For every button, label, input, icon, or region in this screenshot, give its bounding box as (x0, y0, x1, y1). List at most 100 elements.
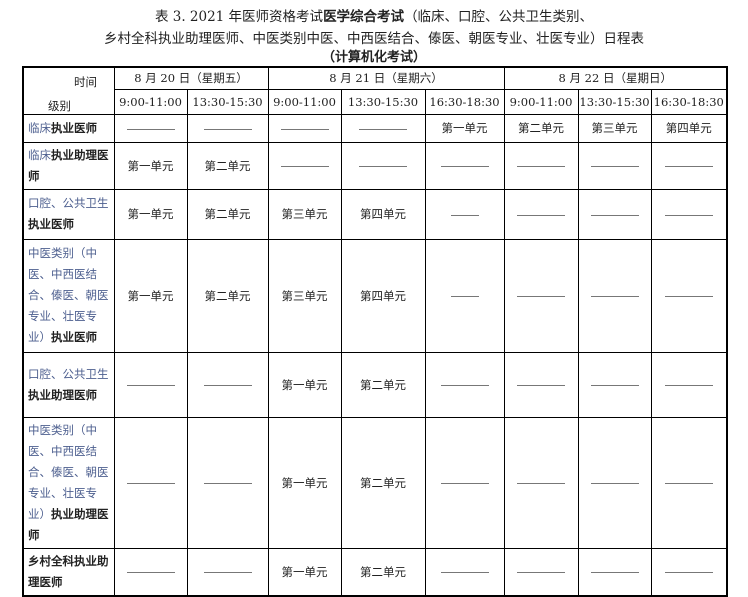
level-category: 临床 (28, 120, 51, 135)
exam-unit: 第一单元 (441, 121, 488, 135)
table-row: 中医类别（中医、中西医结合、傣医、朝医专业、壮医专业）执业助理医师 第一单元 第二单… (22, 416, 728, 549)
schedule-cell (577, 547, 652, 596)
exam-unit: 第二单元 (360, 377, 406, 392)
schedule-cell: 第三单元 (267, 188, 342, 240)
exam-unit: 第一单元 (281, 564, 328, 579)
level-category: 中医类别（中医、中西医结合、傣医、朝医专业、壮医专业） (28, 422, 109, 521)
table-title-line-2: 乡村全科执业助理医师、中医类别中医、中西医结合、傣医、朝医专业、壮医专业）日程表 (104, 31, 644, 47)
schedule-cell (186, 416, 269, 549)
schedule-cell: 第一单元 (267, 547, 342, 596)
level-category: 临床 (28, 147, 51, 162)
title-prefix: 表 3. 2021 年医师资格考试 (154, 9, 324, 25)
not-scheduled-dash (590, 483, 639, 484)
level-cell: 临床执业医师 (22, 113, 115, 143)
not-scheduled-dash (450, 296, 479, 297)
not-scheduled-dash (517, 214, 565, 216)
level-cell: 中医类别（中医、中西医结合、傣医、朝医专业、壮医专业）执业医师 (22, 238, 115, 353)
schedule-cell: 第三单元 (267, 238, 342, 353)
not-scheduled-dash (517, 385, 565, 386)
schedule-cell (113, 547, 188, 596)
table-row: 口腔、公共卫生执业医师 第一单元 第二单元 第三单元 第四单元 (22, 188, 728, 240)
schedule-table: 时间 级别 8 月 20 日（星期五） 8 月 21 日（星期六） 8 月 22… (22, 66, 728, 597)
not-scheduled-dash (440, 483, 489, 484)
schedule-cell (503, 416, 579, 549)
schedule-cell (186, 547, 269, 596)
table-row: 口腔、公共卫生执业助理医师 第一单元 第二单元 (22, 351, 728, 418)
time-slot-header: 9:00-11:00 (503, 88, 579, 115)
exam-unit: 第一单元 (281, 377, 328, 392)
not-scheduled-dash (590, 572, 639, 573)
table-row: 临床执业助理医师 第一单元 第二单元 (22, 141, 728, 190)
not-scheduled-dash (590, 214, 639, 216)
schedule-cell (424, 188, 505, 240)
level-type: 执业医师 (51, 120, 97, 135)
exam-unit: 第二单元 (360, 475, 406, 490)
level-category: 口腔、公共卫生 (28, 366, 109, 381)
schedule-cell: 第二单元 (186, 141, 269, 190)
not-scheduled-dash (203, 572, 252, 573)
table-row: 临床执业医师 第一单元 第二单元 第三单元 第四单元 (22, 113, 728, 143)
schedule-cell (650, 351, 728, 418)
not-scheduled-dash (203, 128, 252, 130)
schedule-cell (113, 351, 188, 418)
exam-unit: 第四单元 (360, 288, 406, 303)
not-scheduled-dash (203, 483, 252, 484)
schedule-cell (650, 141, 728, 190)
not-scheduled-dash (664, 214, 713, 216)
table-subtitle: （计算机化考试） (321, 50, 426, 65)
level-category: 中医类别（中医、中西医结合、傣医、朝医专业、壮医专业） (28, 246, 109, 344)
schedule-cell: 第一单元 (424, 113, 505, 143)
exam-unit: 第一单元 (127, 207, 174, 221)
not-scheduled-dash (517, 572, 565, 573)
level-cell: 口腔、公共卫生执业助理医师 (22, 351, 115, 418)
exam-unit: 第二单元 (360, 564, 406, 579)
schedule-cell: 第二单元 (340, 351, 426, 418)
time-slot-header: 9:00-11:00 (267, 88, 342, 115)
schedule-cell (577, 351, 652, 418)
not-scheduled-dash (440, 166, 489, 167)
header-corner: 时间 级别 (22, 66, 115, 115)
not-scheduled-dash (590, 166, 639, 167)
not-scheduled-dash (664, 296, 713, 297)
schedule-cell (340, 141, 426, 190)
exam-unit: 第一单元 (127, 288, 174, 303)
table-title-line-1: 表 3. 2021 年医师资格考试医学综合考试（临床、口腔、公共卫生类别、 (0, 8, 748, 26)
time-label: 时间 (74, 75, 97, 89)
level-type: 执业助理医师 (28, 506, 109, 542)
time-slot-header: 16:30-18:30 (650, 88, 728, 115)
exam-unit: 第四单元 (360, 207, 406, 221)
not-scheduled-dash (440, 572, 489, 573)
not-scheduled-dash (517, 296, 565, 297)
schedule-cell (577, 416, 652, 549)
not-scheduled-dash (664, 572, 713, 573)
schedule-cell (424, 547, 505, 596)
level-label: 级别 (48, 99, 71, 113)
not-scheduled-dash (517, 166, 565, 167)
time-slot-header: 9:00-11:00 (113, 88, 188, 115)
schedule-cell: 第二单元 (503, 113, 579, 143)
schedule-cell (650, 238, 728, 353)
date-header: 8 月 20 日（星期五） (113, 66, 269, 90)
schedule-cell: 第一单元 (113, 188, 188, 240)
time-slot-header: 16:30-18:30 (424, 88, 505, 115)
schedule-cell (650, 416, 728, 549)
schedule-cell (267, 113, 342, 143)
level-type: 乡村全科执业助理医师 (28, 553, 109, 589)
not-scheduled-dash (450, 214, 479, 216)
schedule-cell (650, 188, 728, 240)
level-type: 执业医师 (28, 217, 74, 231)
schedule-cell (424, 416, 505, 549)
schedule-cell (424, 238, 505, 353)
not-scheduled-dash (664, 483, 713, 484)
exam-unit: 第二单元 (204, 158, 251, 173)
schedule-cell (113, 416, 188, 549)
title-suffix: （临床、口腔、公共卫生类别、 (404, 9, 594, 25)
date-header: 8 月 21 日（星期六） (267, 66, 505, 90)
exam-unit: 第四单元 (665, 121, 712, 135)
exam-unit: 第三单元 (591, 121, 638, 135)
not-scheduled-dash (517, 483, 565, 484)
level-type: 执业医师 (51, 330, 97, 344)
schedule-cell (503, 238, 579, 353)
schedule-cell: 第二单元 (186, 188, 269, 240)
title-bold: 医学综合考试 (323, 9, 405, 25)
